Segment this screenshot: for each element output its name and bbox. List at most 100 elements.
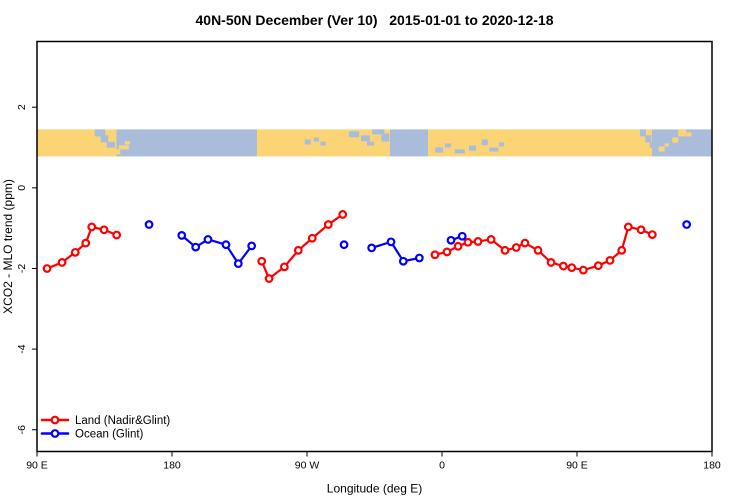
map-band-ocean-patch xyxy=(94,129,106,137)
x-axis-title: Longitude (deg E) xyxy=(327,482,422,496)
map-band-ocean-segment xyxy=(389,129,429,157)
land-series-point xyxy=(533,245,543,255)
map-band-ocean-patch xyxy=(445,143,451,148)
map-band-ocean-patch xyxy=(361,135,370,142)
map-band-ocean-patch xyxy=(304,139,311,145)
x-axis-tick-label: 90 E xyxy=(26,460,48,472)
ocean-series-point xyxy=(233,259,243,269)
ocean-series-point xyxy=(457,231,467,241)
x-axis-tick-label: 0 xyxy=(439,460,445,472)
land-series-point xyxy=(463,237,473,247)
x-axis-tick-label: 180 xyxy=(703,460,721,472)
land-series-point xyxy=(511,243,521,252)
land-series-point xyxy=(623,222,633,232)
land-series-point xyxy=(279,262,289,272)
y-axis-tick-label: -6 xyxy=(16,425,28,434)
land-series-point xyxy=(112,230,122,240)
land-series-point xyxy=(70,247,80,257)
map-band-land-patch xyxy=(686,132,692,137)
land-series-point xyxy=(99,225,109,235)
land-series-point xyxy=(264,274,274,283)
map-band-land-patch xyxy=(672,137,679,143)
ocean-series-point xyxy=(247,241,257,251)
land-series-point xyxy=(57,258,67,267)
land-series-point xyxy=(293,245,303,255)
map-band-ocean-patch xyxy=(640,129,646,137)
map-band-ocean-patch xyxy=(367,141,375,146)
legend-label: Land (Nadir&Glint) xyxy=(75,415,170,427)
map-band-ocean-patch xyxy=(481,139,488,146)
land-series-point xyxy=(307,233,317,243)
map-band-ocean-patch xyxy=(649,141,655,148)
ocean-series-point xyxy=(446,235,456,245)
land-series-point xyxy=(617,245,627,255)
ocean-series-point xyxy=(414,253,424,263)
land-series-point xyxy=(500,245,510,255)
map-band-ocean-patch xyxy=(313,137,319,142)
map-band-land-patch xyxy=(664,143,669,147)
map-band-ocean-patch xyxy=(454,149,465,154)
map-band-ocean-patch xyxy=(381,133,390,142)
map-band-ocean-patch xyxy=(469,145,477,151)
map-band-ocean-patch xyxy=(499,142,504,147)
y-axis-tick-label: 2 xyxy=(16,104,28,110)
ocean-series-point xyxy=(398,256,408,266)
land-series-point xyxy=(647,230,657,240)
ocean-series-point xyxy=(144,220,154,229)
x-axis-tick-label: 180 xyxy=(163,460,181,472)
land-series-point xyxy=(520,238,530,248)
y-axis-title: XCO2 - MLO trend (ppm) xyxy=(1,179,15,314)
map-band-ocean-patch xyxy=(489,147,499,152)
map-band-ocean-patch xyxy=(435,147,444,153)
map-band-land-segment xyxy=(428,129,652,157)
map-band-ocean-segment xyxy=(116,129,258,157)
y-axis-tick-label: 0 xyxy=(16,185,28,191)
ocean-series-point xyxy=(203,235,213,244)
land-series-point xyxy=(473,237,483,246)
land-series-point xyxy=(430,250,440,260)
ocean-series-point xyxy=(191,242,201,252)
land-series-point xyxy=(578,265,588,275)
map-band-land-patch xyxy=(658,146,665,152)
map-band-land-patch xyxy=(118,145,129,150)
ocean-series-line xyxy=(370,240,421,263)
ocean-series-point xyxy=(682,220,692,229)
land-series-point xyxy=(593,261,603,271)
land-series-point xyxy=(81,238,91,248)
land-series-point xyxy=(453,241,463,251)
ocean-series-point xyxy=(367,243,377,253)
land-series-point xyxy=(323,220,333,229)
ocean-series-point xyxy=(339,240,349,250)
land-series-point xyxy=(605,256,615,265)
land-series-point xyxy=(567,263,577,273)
map-band-ocean-patch xyxy=(106,141,115,148)
land-series-point xyxy=(558,261,568,271)
land-series-point xyxy=(546,258,556,267)
map-band-ocean-patch xyxy=(645,135,652,143)
legend-label: Ocean (Glint) xyxy=(75,429,144,441)
map-band-land-patch xyxy=(678,129,687,137)
land-series-point xyxy=(42,264,52,273)
land-series-point xyxy=(486,235,496,244)
map-band-ocean-patch xyxy=(320,141,326,146)
land-series-point xyxy=(257,256,267,266)
y-axis-tick-label: -2 xyxy=(16,264,28,273)
ocean-series-point xyxy=(177,231,187,240)
land-series-point xyxy=(442,247,452,257)
y-axis-tick-label: -4 xyxy=(16,344,28,353)
plot-border xyxy=(36,40,713,453)
land-series-point xyxy=(87,222,97,232)
x-axis-tick-label: 90 E xyxy=(566,460,588,472)
chart-title: 40N-50N December (Ver 10) 2015-01-01 to … xyxy=(195,12,554,28)
map-band-ocean-patch xyxy=(372,129,385,135)
x-axis-tick-label: 90 W xyxy=(295,460,320,472)
land-series-point xyxy=(636,225,646,235)
map-band-ocean-patch xyxy=(100,135,109,143)
map-band-ocean-patch xyxy=(349,131,360,138)
land-series-point xyxy=(338,210,348,219)
ocean-series-point xyxy=(221,240,231,250)
legend-marker-circle xyxy=(50,429,60,438)
map-band-land-patch xyxy=(124,141,130,145)
